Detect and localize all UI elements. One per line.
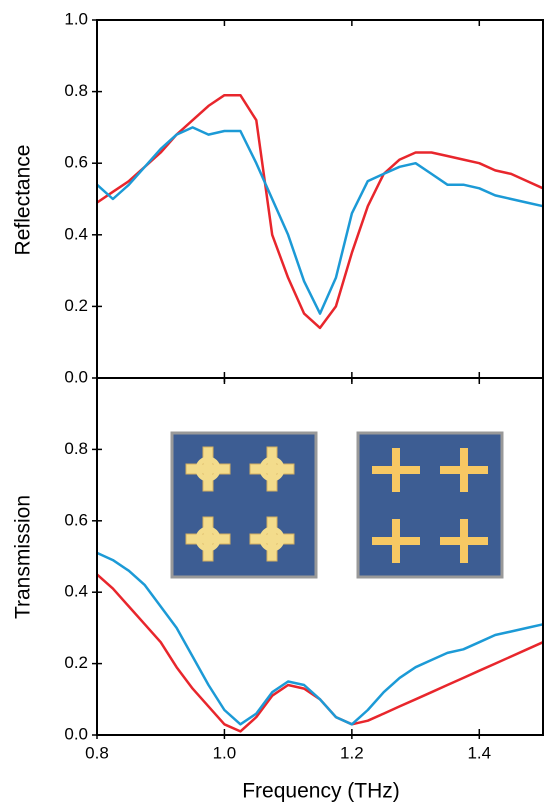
series-line xyxy=(97,127,543,313)
x-tick-label: 0.8 xyxy=(85,743,109,762)
plot-frame xyxy=(97,20,543,378)
y-tick-label: 0.2 xyxy=(64,653,88,672)
series-line xyxy=(97,95,543,328)
y-tick-label: 0.6 xyxy=(64,153,88,172)
y-tick-label: 0.4 xyxy=(64,224,88,243)
chart: 0.00.20.40.60.80.81.01.21.40.00.20.40.60… xyxy=(0,0,545,810)
y-tick-label: 0.4 xyxy=(64,582,88,601)
y-tick-label: 1.0 xyxy=(64,9,88,28)
inset-left xyxy=(172,433,316,577)
y-tick-label: 0.2 xyxy=(64,296,88,315)
series-line xyxy=(97,553,543,724)
y-tick-label: 0.0 xyxy=(64,367,88,386)
y-tick-label: 0.0 xyxy=(64,724,88,743)
x-tick-label: 1.4 xyxy=(467,743,491,762)
series-line xyxy=(97,574,543,731)
y-tick-label: 0.8 xyxy=(64,81,88,100)
y-axis-label: Transmission xyxy=(12,495,35,619)
x-tick-label: 1.0 xyxy=(213,743,237,762)
inset-right xyxy=(358,433,502,577)
panel: 0.0 0.2 0.4 0.6 0.8 1.0 xyxy=(64,9,543,386)
y-tick-label: 0.6 xyxy=(64,510,88,529)
x-tick-label: 1.2 xyxy=(340,743,364,762)
y-tick-label: 0.8 xyxy=(64,439,88,458)
x-axis-label: Frequency (THz) xyxy=(242,780,400,803)
y-axis-label: Reflectance xyxy=(12,145,35,256)
